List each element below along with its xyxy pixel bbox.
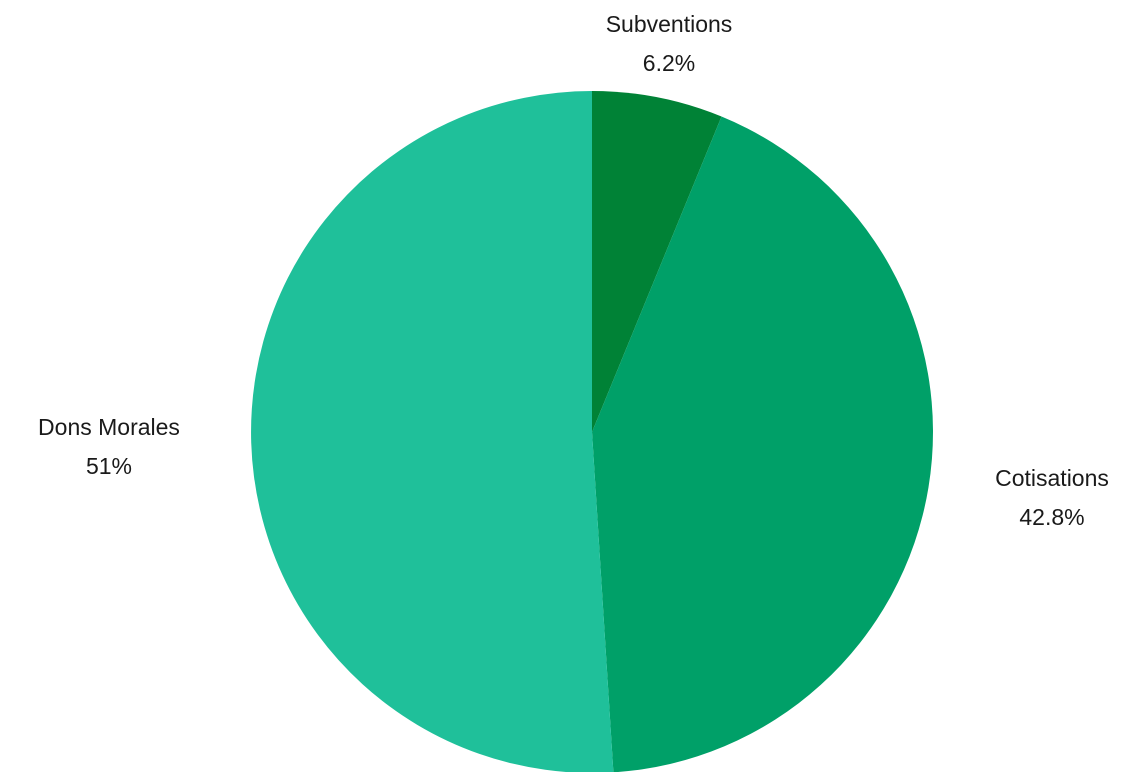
pie-slices: [251, 91, 933, 772]
pie-labels: Subventions 6.2% Cotisations 42.8% Dons Mora…: [38, 11, 1109, 530]
pie-slice-subventions: [592, 91, 722, 432]
slice-value-subventions: 6.2%: [643, 50, 695, 76]
pie-slice-dons-morales: [251, 91, 614, 772]
slice-value-cotisations: 42.8%: [1019, 504, 1084, 530]
pie-slice-cotisations: [592, 116, 933, 772]
slice-label-cotisations: Cotisations: [995, 465, 1109, 491]
slice-label-subventions: Subventions: [606, 11, 733, 37]
slice-label-dons-morales: Dons Morales: [38, 414, 180, 440]
slice-value-dons-morales: 51%: [86, 453, 132, 479]
